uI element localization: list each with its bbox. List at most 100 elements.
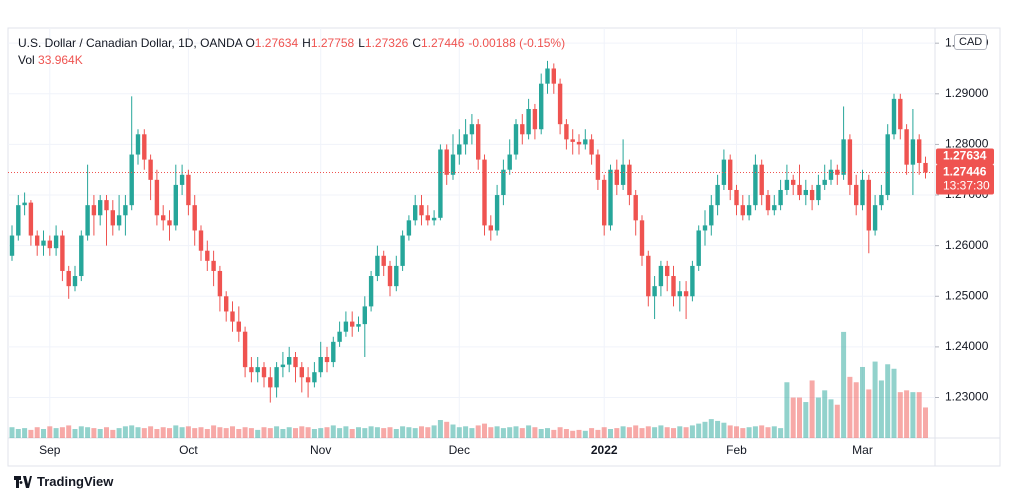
candle-body <box>784 179 790 190</box>
volume-bar <box>885 364 891 438</box>
candle-body <box>633 195 638 221</box>
candle-body <box>9 235 15 256</box>
volume-bar <box>406 427 412 438</box>
x-tick-label: Nov <box>310 443 331 457</box>
candle-body <box>728 159 733 190</box>
volume-bar <box>507 427 513 438</box>
candle-body <box>41 240 46 246</box>
candle-body <box>72 276 78 287</box>
candle-body <box>312 372 317 383</box>
brand-name: TradingView <box>37 474 114 489</box>
volume-bar <box>400 426 406 438</box>
legend-value: 1.27326 <box>364 36 409 50</box>
volume-bar <box>734 426 739 438</box>
x-tick-label: Sep <box>39 443 61 457</box>
candle-body <box>854 184 859 206</box>
candle-body <box>457 144 462 155</box>
candle-body <box>589 139 594 155</box>
volume-bar <box>141 428 147 438</box>
candle-body <box>526 108 531 135</box>
candle-body <box>154 179 160 216</box>
volume-bar <box>500 428 506 438</box>
volume-bar <box>129 425 135 438</box>
volume-bar <box>545 428 550 438</box>
legend-value: 1.27758 <box>310 36 355 50</box>
candle-body <box>198 230 204 251</box>
legend-value: 1.27634 <box>254 36 299 50</box>
volume-bar <box>866 389 872 438</box>
candle-body <box>463 134 468 145</box>
y-tick-label: 1.23000 <box>945 390 989 404</box>
candle-body <box>98 200 103 216</box>
candle-body <box>123 205 128 216</box>
volume-bar <box>223 428 229 438</box>
currency-button[interactable]: CAD <box>954 34 988 50</box>
volume-bar <box>368 426 374 438</box>
candle-body <box>161 215 166 221</box>
volume-bar <box>601 427 607 438</box>
volume-key: Vol <box>18 53 35 67</box>
volume-bar <box>570 430 576 438</box>
volume-bar <box>645 426 651 438</box>
candle-body <box>822 179 827 185</box>
candle-body <box>450 154 456 175</box>
volume-bar <box>916 392 922 438</box>
candle-body <box>28 202 34 236</box>
volume-bar <box>910 392 916 438</box>
volume-bar <box>34 427 40 438</box>
candle-body <box>129 154 134 206</box>
volume-bar <box>639 428 645 438</box>
volume-bar <box>154 429 160 438</box>
candle-body <box>671 276 676 297</box>
candle-body <box>60 235 65 271</box>
candle-body <box>79 235 84 277</box>
volume-bar <box>337 428 343 438</box>
volume-bar <box>431 425 437 438</box>
volume-bar <box>708 419 714 438</box>
volume-bar <box>456 427 462 438</box>
volume-bar <box>803 402 809 438</box>
volume-bar <box>620 426 626 438</box>
candle-body <box>683 291 689 297</box>
volume-bar <box>721 422 727 438</box>
candle-body <box>879 195 884 206</box>
volume-bar <box>204 429 210 438</box>
volume-bar <box>626 427 632 438</box>
volume-bar <box>771 426 777 438</box>
last-price-label: 1.27446 <box>943 165 987 179</box>
volume-bar <box>412 428 418 438</box>
candle-body <box>53 235 59 249</box>
candle-body <box>249 367 254 373</box>
volume-bar <box>834 404 840 438</box>
candle-body <box>557 83 563 125</box>
volume-bar <box>104 427 109 438</box>
candle-body <box>576 141 582 145</box>
open-price-label: 1.27634 <box>943 149 987 163</box>
volume-bar <box>72 429 78 438</box>
volume-bar <box>211 425 217 438</box>
candle-body <box>702 225 708 231</box>
candle-body <box>847 139 853 185</box>
volume-bar <box>179 427 185 438</box>
volume-bar <box>563 429 569 438</box>
volume-bar <box>677 426 683 438</box>
candle-body <box>47 240 52 249</box>
volume-bar <box>752 426 758 438</box>
volume-bar <box>557 427 563 438</box>
candle-body <box>400 235 405 266</box>
x-tick-label: 2022 <box>591 443 618 457</box>
volume-bar <box>538 429 544 438</box>
brand[interactable]: TradingView <box>14 474 113 489</box>
candle-body <box>116 215 122 226</box>
volume-bar <box>532 427 538 438</box>
volume-pane <box>9 331 928 438</box>
candle-body <box>438 149 443 218</box>
volume-bar <box>689 425 695 438</box>
candle-body <box>917 139 922 163</box>
volume-bar <box>488 427 494 438</box>
candle-body <box>375 255 380 277</box>
candle-body <box>419 205 424 216</box>
volume-bar <box>746 427 752 438</box>
volume-bar <box>59 427 65 438</box>
legend-row: Vol 33.964K <box>18 52 569 69</box>
